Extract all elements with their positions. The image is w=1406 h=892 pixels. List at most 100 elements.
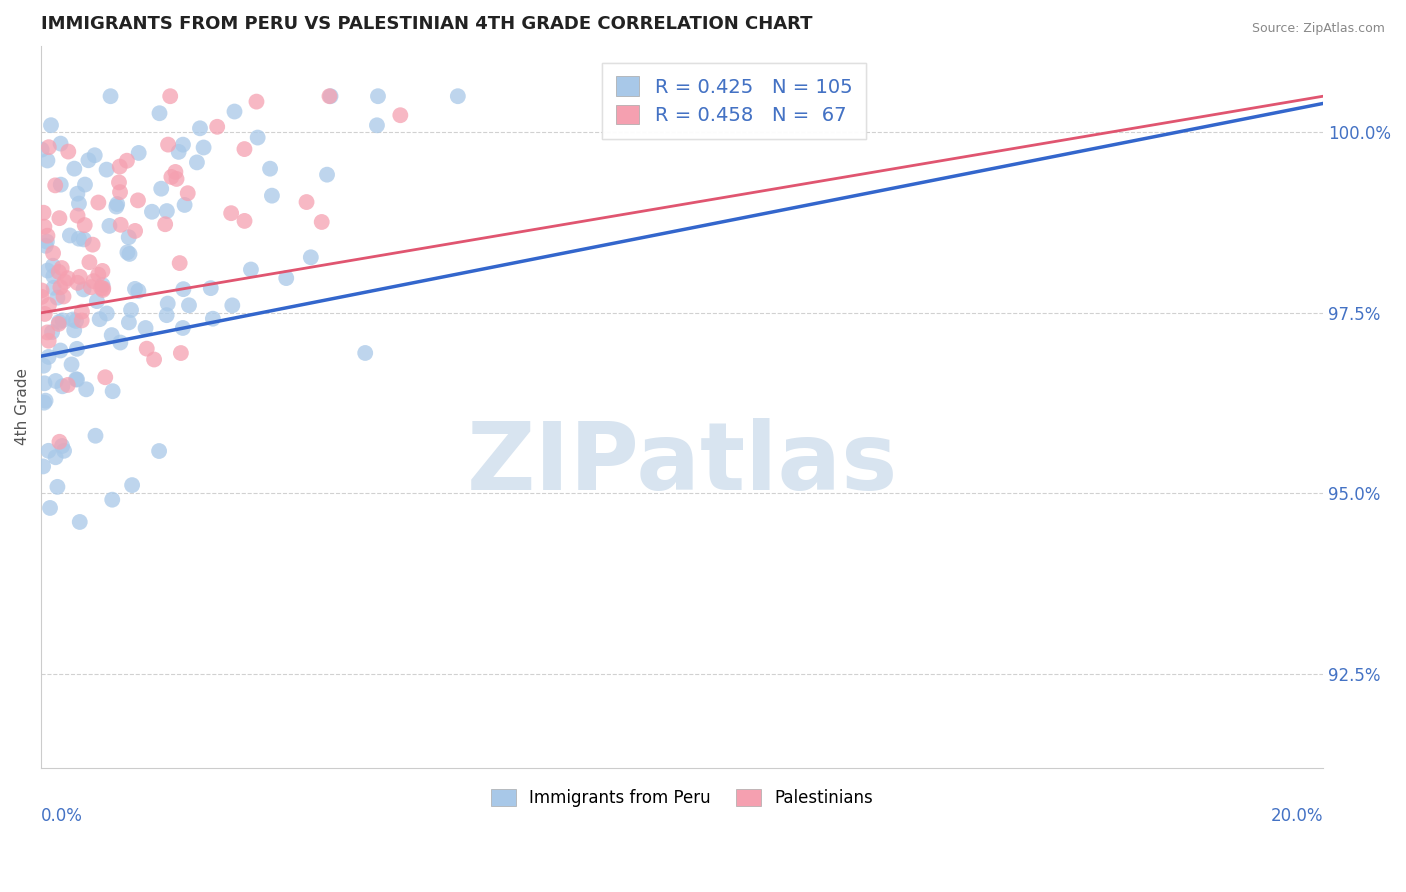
Point [69,515,91,529]
Point [219,206,242,220]
Point [69,269,91,284]
Point [66,372,89,386]
Point [51,313,73,327]
Point [127,284,149,298]
Point [45,450,67,465]
Point [38,334,60,348]
Point [118,315,141,329]
Point [124,224,146,238]
Point [39,500,62,515]
Point [80,280,103,294]
Point [70,313,93,327]
Point [367,89,389,103]
Text: ZIPatlas: ZIPatlas [467,418,898,510]
Point [177,186,200,201]
Point [73,218,96,232]
Point [91,281,114,295]
Point [66,342,89,356]
Point [65,372,87,386]
Point [65,314,87,328]
Point [239,262,262,277]
Point [51,260,73,275]
Point [49,136,72,151]
Point [118,230,141,244]
Point [51,439,73,453]
Point [156,308,179,322]
Point [205,120,228,134]
Point [56,378,79,392]
Point [260,188,283,202]
Point [172,321,194,335]
Point [259,161,281,176]
Point [32,359,55,373]
Point [318,89,340,103]
Point [48,265,70,279]
Point [38,443,60,458]
Point [135,321,157,335]
Point [67,196,90,211]
Point [233,214,256,228]
Point [46,480,69,494]
Point [108,160,131,174]
Point [48,317,70,331]
Point [46,291,69,305]
Point [53,443,76,458]
Point [354,346,377,360]
Point [110,335,132,350]
Point [170,346,193,360]
Point [246,130,269,145]
Point [221,298,243,312]
Point [201,311,224,326]
Point [245,95,267,109]
Point [60,358,83,372]
Text: Source: ZipAtlas.com: Source: ZipAtlas.com [1251,22,1385,36]
Point [73,178,96,192]
Point [165,165,187,179]
Point [91,283,114,297]
Point [45,374,67,388]
Point [32,395,55,409]
Point [31,143,53,157]
Point [48,315,70,329]
Point [41,325,63,339]
Y-axis label: 4th Grade: 4th Grade [15,368,30,445]
Point [66,276,89,290]
Point [96,162,118,177]
Point [49,280,72,294]
Point [366,118,388,132]
Point [447,89,470,103]
Point [67,232,90,246]
Point [89,312,111,326]
Point [77,153,100,168]
Point [110,218,132,232]
Point [87,195,110,210]
Point [83,148,105,162]
Point [101,492,124,507]
Point [84,428,107,442]
Point [173,198,195,212]
Point [169,256,191,270]
Point [39,118,62,132]
Point [31,290,53,304]
Point [200,281,222,295]
Text: 20.0%: 20.0% [1271,807,1323,825]
Point [135,342,157,356]
Point [157,137,180,152]
Point [63,161,86,176]
Point [115,153,138,168]
Point [66,186,89,201]
Point [42,281,65,295]
Point [58,145,80,159]
Point [42,259,65,273]
Point [108,175,131,189]
Point [233,142,256,156]
Point [108,185,131,199]
Point [186,155,208,169]
Point [188,121,211,136]
Point [38,298,60,312]
Point [316,168,339,182]
Point [62,312,84,326]
Point [166,172,188,186]
Point [159,89,181,103]
Point [34,307,56,321]
